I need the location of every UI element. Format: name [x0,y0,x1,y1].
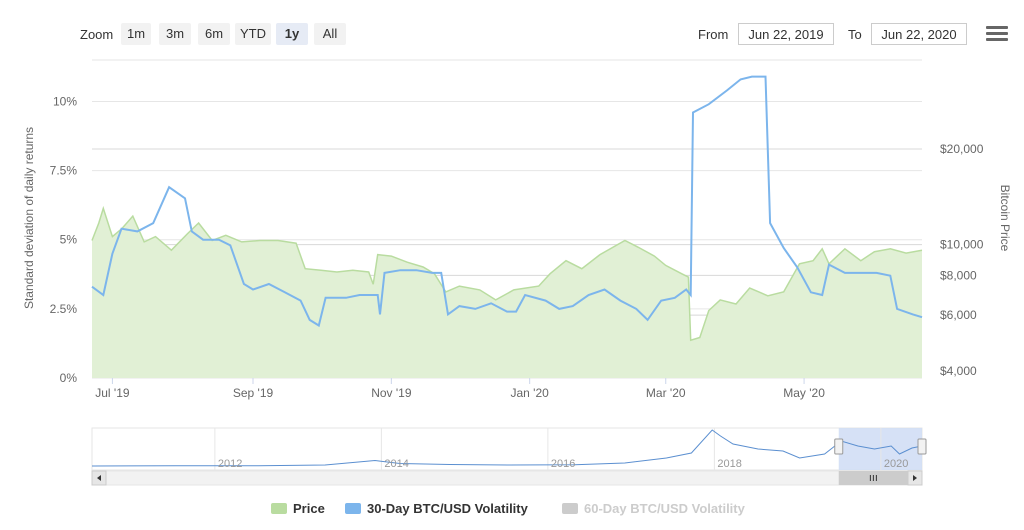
legend-label-volatility-60d: 60-Day BTC/USD Volatility [584,501,745,516]
x-tick-label: May '20 [783,386,825,400]
left-axis-ticks: 0% 2.5% 5% 7.5% 10% [50,94,78,385]
menu-bar [986,26,1008,29]
scroll-right-arrow-icon [913,475,917,481]
x-tick-label: Sep '19 [233,386,274,400]
zoom-1y-button[interactable]: 1y [276,23,308,45]
left-tick-label: 2.5% [50,302,78,316]
right-tick-label: $8,000 [940,268,977,282]
scrollbar-grip-icon [869,475,877,481]
left-tick-label: 5% [60,233,78,247]
right-axis-title: Bitcoin Price [998,185,1012,252]
zoom-all-button[interactable]: All [314,23,346,45]
legend-item-volatility-30d[interactable]: 30-Day BTC/USD Volatility [345,499,528,519]
to-date-input[interactable]: Jun 22, 2020 [871,23,967,45]
right-tick-label: $6,000 [940,308,977,322]
volatility-30d-line [91,75,923,328]
to-label: To [848,27,862,42]
navigator-tick-label: 2016 [551,458,575,470]
x-tick-label: Jan '20 [511,386,550,400]
scrollbar-track[interactable] [91,470,923,486]
x-tick-label: Jul '19 [95,386,130,400]
right-tick-label: $10,000 [940,238,984,252]
zoom-label: Zoom [80,27,114,42]
navigator-grid [214,428,882,470]
legend: Price 30-Day BTC/USD Volatility 60-Day B… [0,499,1024,519]
legend-symbol-volatility-60d [562,503,578,514]
left-axis-title: Standard deviation of daily returns [22,127,36,309]
legend-item-price[interactable]: Price [271,499,325,519]
navigator-tick-label: 2012 [218,458,242,470]
chart-svg: 0% 2.5% 5% 7.5% 10% $4,000 $6,000 $8,000 $10,00… [22,59,1012,486]
right-tick-label: $4,000 [940,364,977,378]
right-tick-label: $20,000 [940,142,984,156]
navigator-series-line [91,429,923,467]
navigator-background [91,427,923,471]
legend-symbol-volatility-30d [345,503,361,514]
from-label: From [698,27,729,42]
zoom-6m-button[interactable]: 6m [198,23,230,45]
legend-symbol-price [271,503,287,514]
legend-item-volatility-60d[interactable]: 60-Day BTC/USD Volatility [562,499,745,519]
zoom-1m-button[interactable]: 1m [121,23,151,45]
navigator-tick-label: 2014 [384,458,408,470]
range-selector-toolbar: Zoom 1m 3m 6m YTD 1y All From Jun 22, 20… [0,0,1024,70]
navigator-tick-label: 2020 [884,458,908,470]
menu-bar [986,32,1008,35]
chart-menu-button[interactable] [986,26,1008,46]
scrollbar[interactable] [91,470,923,486]
price-line [91,205,923,342]
navigator-tick-label: 2018 [717,458,741,470]
navigator-ticks: 2012 2014 2016 2018 2020 [218,458,908,470]
navigator-left-handle[interactable] [834,438,844,455]
right-axis-ticks: $4,000 $6,000 $8,000 $10,000 $20,000 [940,142,984,378]
navigator[interactable]: 2012 2014 2016 2018 2020 [91,427,927,471]
left-tick-label: 7.5% [50,164,78,178]
legend-label-volatility-30d: 30-Day BTC/USD Volatility [367,501,528,516]
from-date-input[interactable]: Jun 22, 2019 [738,23,834,45]
x-tick-label: Mar '20 [646,386,686,400]
scroll-left-arrow-icon [97,475,101,481]
left-tick-label: 10% [53,94,77,108]
zoom-ytd-button[interactable]: YTD [235,23,271,45]
menu-bar [986,38,1008,41]
price-area [92,208,922,378]
zoom-3m-button[interactable]: 3m [159,23,191,45]
legend-label-price: Price [293,501,325,516]
navigator-right-handle[interactable] [917,438,927,455]
x-tick-label: Nov '19 [371,386,412,400]
left-tick-label: 0% [60,371,78,385]
x-axis-ticks: Jul '19 Sep '19 Nov '19 Jan '20 Mar '20 May '… [95,378,825,400]
